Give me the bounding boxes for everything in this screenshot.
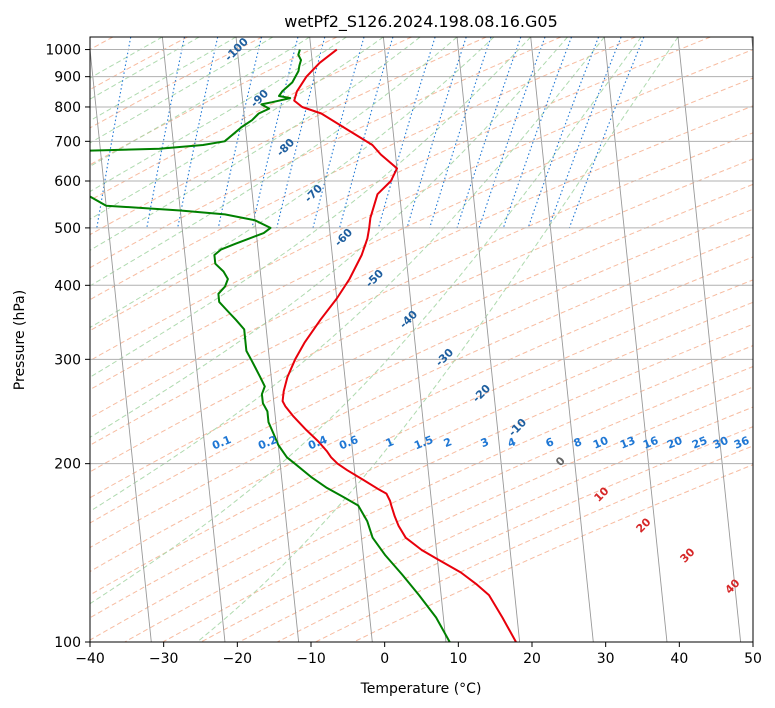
dry-adiabat	[90, 37, 711, 332]
isotherm-line	[161, 37, 226, 642]
mixing-ratio-label: 3	[479, 435, 491, 450]
y-axis: 100 200 300 400 500 600 700 800 900 1000	[45, 43, 90, 651]
dry-adiabat	[90, 37, 487, 236]
moist-adiabat	[90, 37, 237, 122]
mixing-ratio-label: 8	[572, 435, 584, 450]
x-tick-label: −20	[223, 651, 253, 667]
y-tick-label: 200	[54, 457, 81, 473]
mixing-ratio-line	[276, 37, 326, 229]
grid-lines	[90, 37, 753, 642]
x-axis-label: Temperature (°C)	[360, 681, 482, 697]
mixing-ratio-line	[217, 37, 263, 229]
dry-adiabat	[124, 345, 753, 642]
y-tick-label: 900	[54, 70, 81, 86]
background-lines	[90, 37, 753, 642]
isotherm-line	[456, 37, 521, 642]
y-tick-label: 800	[54, 100, 81, 116]
moist-adiabat	[90, 37, 384, 220]
dry-adiabat	[90, 49, 753, 362]
mixing-ratio-label: 16	[641, 434, 660, 452]
isotherm-line	[309, 37, 373, 642]
mixing-ratio-line	[377, 37, 436, 229]
x-axis: −40 −30 −20 −10 0 10 20 30 40 50	[75, 642, 762, 667]
mixing-ratio-line	[429, 37, 492, 229]
moist-adiabat	[90, 37, 568, 438]
x-tick-label: 40	[670, 651, 688, 667]
dry-adiabat	[353, 464, 753, 642]
y-tick-label: 400	[54, 278, 81, 294]
moist-adiabat	[90, 37, 642, 605]
y-tick-label: 1000	[45, 43, 81, 59]
mixing-ratio-label: 10	[591, 434, 610, 452]
mixing-ratio-line	[406, 37, 467, 229]
dry-adiabat	[162, 366, 753, 642]
y-tick-label: 100	[54, 635, 81, 651]
isotherm-line	[90, 45, 152, 642]
dry-adiabat	[90, 301, 753, 619]
isotherm-line	[603, 37, 668, 642]
dry-adiabat	[90, 105, 753, 419]
mixing-ratio-line	[527, 37, 600, 229]
x-tick-label: −10	[296, 651, 326, 667]
y-tick-label: 500	[54, 221, 81, 237]
series-lines	[90, 48, 517, 642]
mixing-ratio-label: 25	[690, 434, 709, 452]
mixing-ratio-line	[456, 37, 522, 229]
mixing-ratio-line	[312, 37, 365, 229]
dry-adiabat	[90, 279, 753, 596]
mixing-ratio-line	[548, 37, 622, 229]
moist-adiabat	[90, 37, 532, 378]
dry-adiabat	[90, 37, 636, 301]
x-tick-label: 50	[744, 651, 762, 667]
y-axis-label: Pressure (hPa)	[12, 290, 28, 390]
dry-adiabat	[277, 426, 753, 642]
mixing-ratio-label: 20	[665, 434, 684, 452]
moist-adiabat	[196, 37, 679, 642]
mixing-ratio-line	[478, 37, 546, 229]
moist-adiabat	[90, 37, 495, 329]
y-tick-label: 600	[54, 174, 81, 190]
plot-frame	[89, 36, 754, 643]
dry-adiabat	[315, 445, 753, 642]
x-tick-label: 30	[597, 651, 615, 667]
x-tick-label: 10	[449, 651, 467, 667]
temperature-profile	[281, 48, 517, 642]
chart-title: wetPf2_S126.2024.198.08.16.G05	[284, 12, 558, 32]
dry-adiabat	[90, 208, 753, 524]
dry-adiabat	[90, 256, 753, 573]
x-tick-label: 20	[523, 651, 541, 667]
moist-adiabat	[90, 37, 458, 287]
y-tick-label: 700	[54, 134, 81, 150]
mixing-ratio-line	[251, 37, 299, 229]
mixing-ratio-line	[177, 37, 219, 229]
mixing-ratio-label: 1	[384, 435, 396, 450]
x-tick-label: −40	[75, 651, 105, 667]
x-tick-label: 0	[380, 651, 389, 667]
mixing-ratio-line	[502, 37, 573, 229]
dewpoint-profile	[90, 49, 451, 642]
mixing-ratio-line	[146, 37, 186, 229]
mixing-ratio-label: 36	[732, 434, 751, 452]
mixing-ratio-label: 30	[711, 434, 730, 452]
mixing-ratio-label: 2	[442, 435, 454, 450]
isotherm-line	[677, 37, 742, 642]
x-tick-label: −30	[149, 651, 179, 667]
mixing-ratio-label: 13	[618, 434, 637, 452]
moist-adiabat	[90, 37, 605, 512]
moist-adiabat	[90, 37, 274, 144]
dry-adiabat	[90, 37, 562, 269]
isotherm-line	[530, 37, 594, 642]
isotherm-line	[235, 37, 300, 642]
y-tick-label: 300	[54, 352, 81, 368]
isotherm-line	[382, 37, 447, 642]
dry-adiabat	[90, 77, 753, 391]
